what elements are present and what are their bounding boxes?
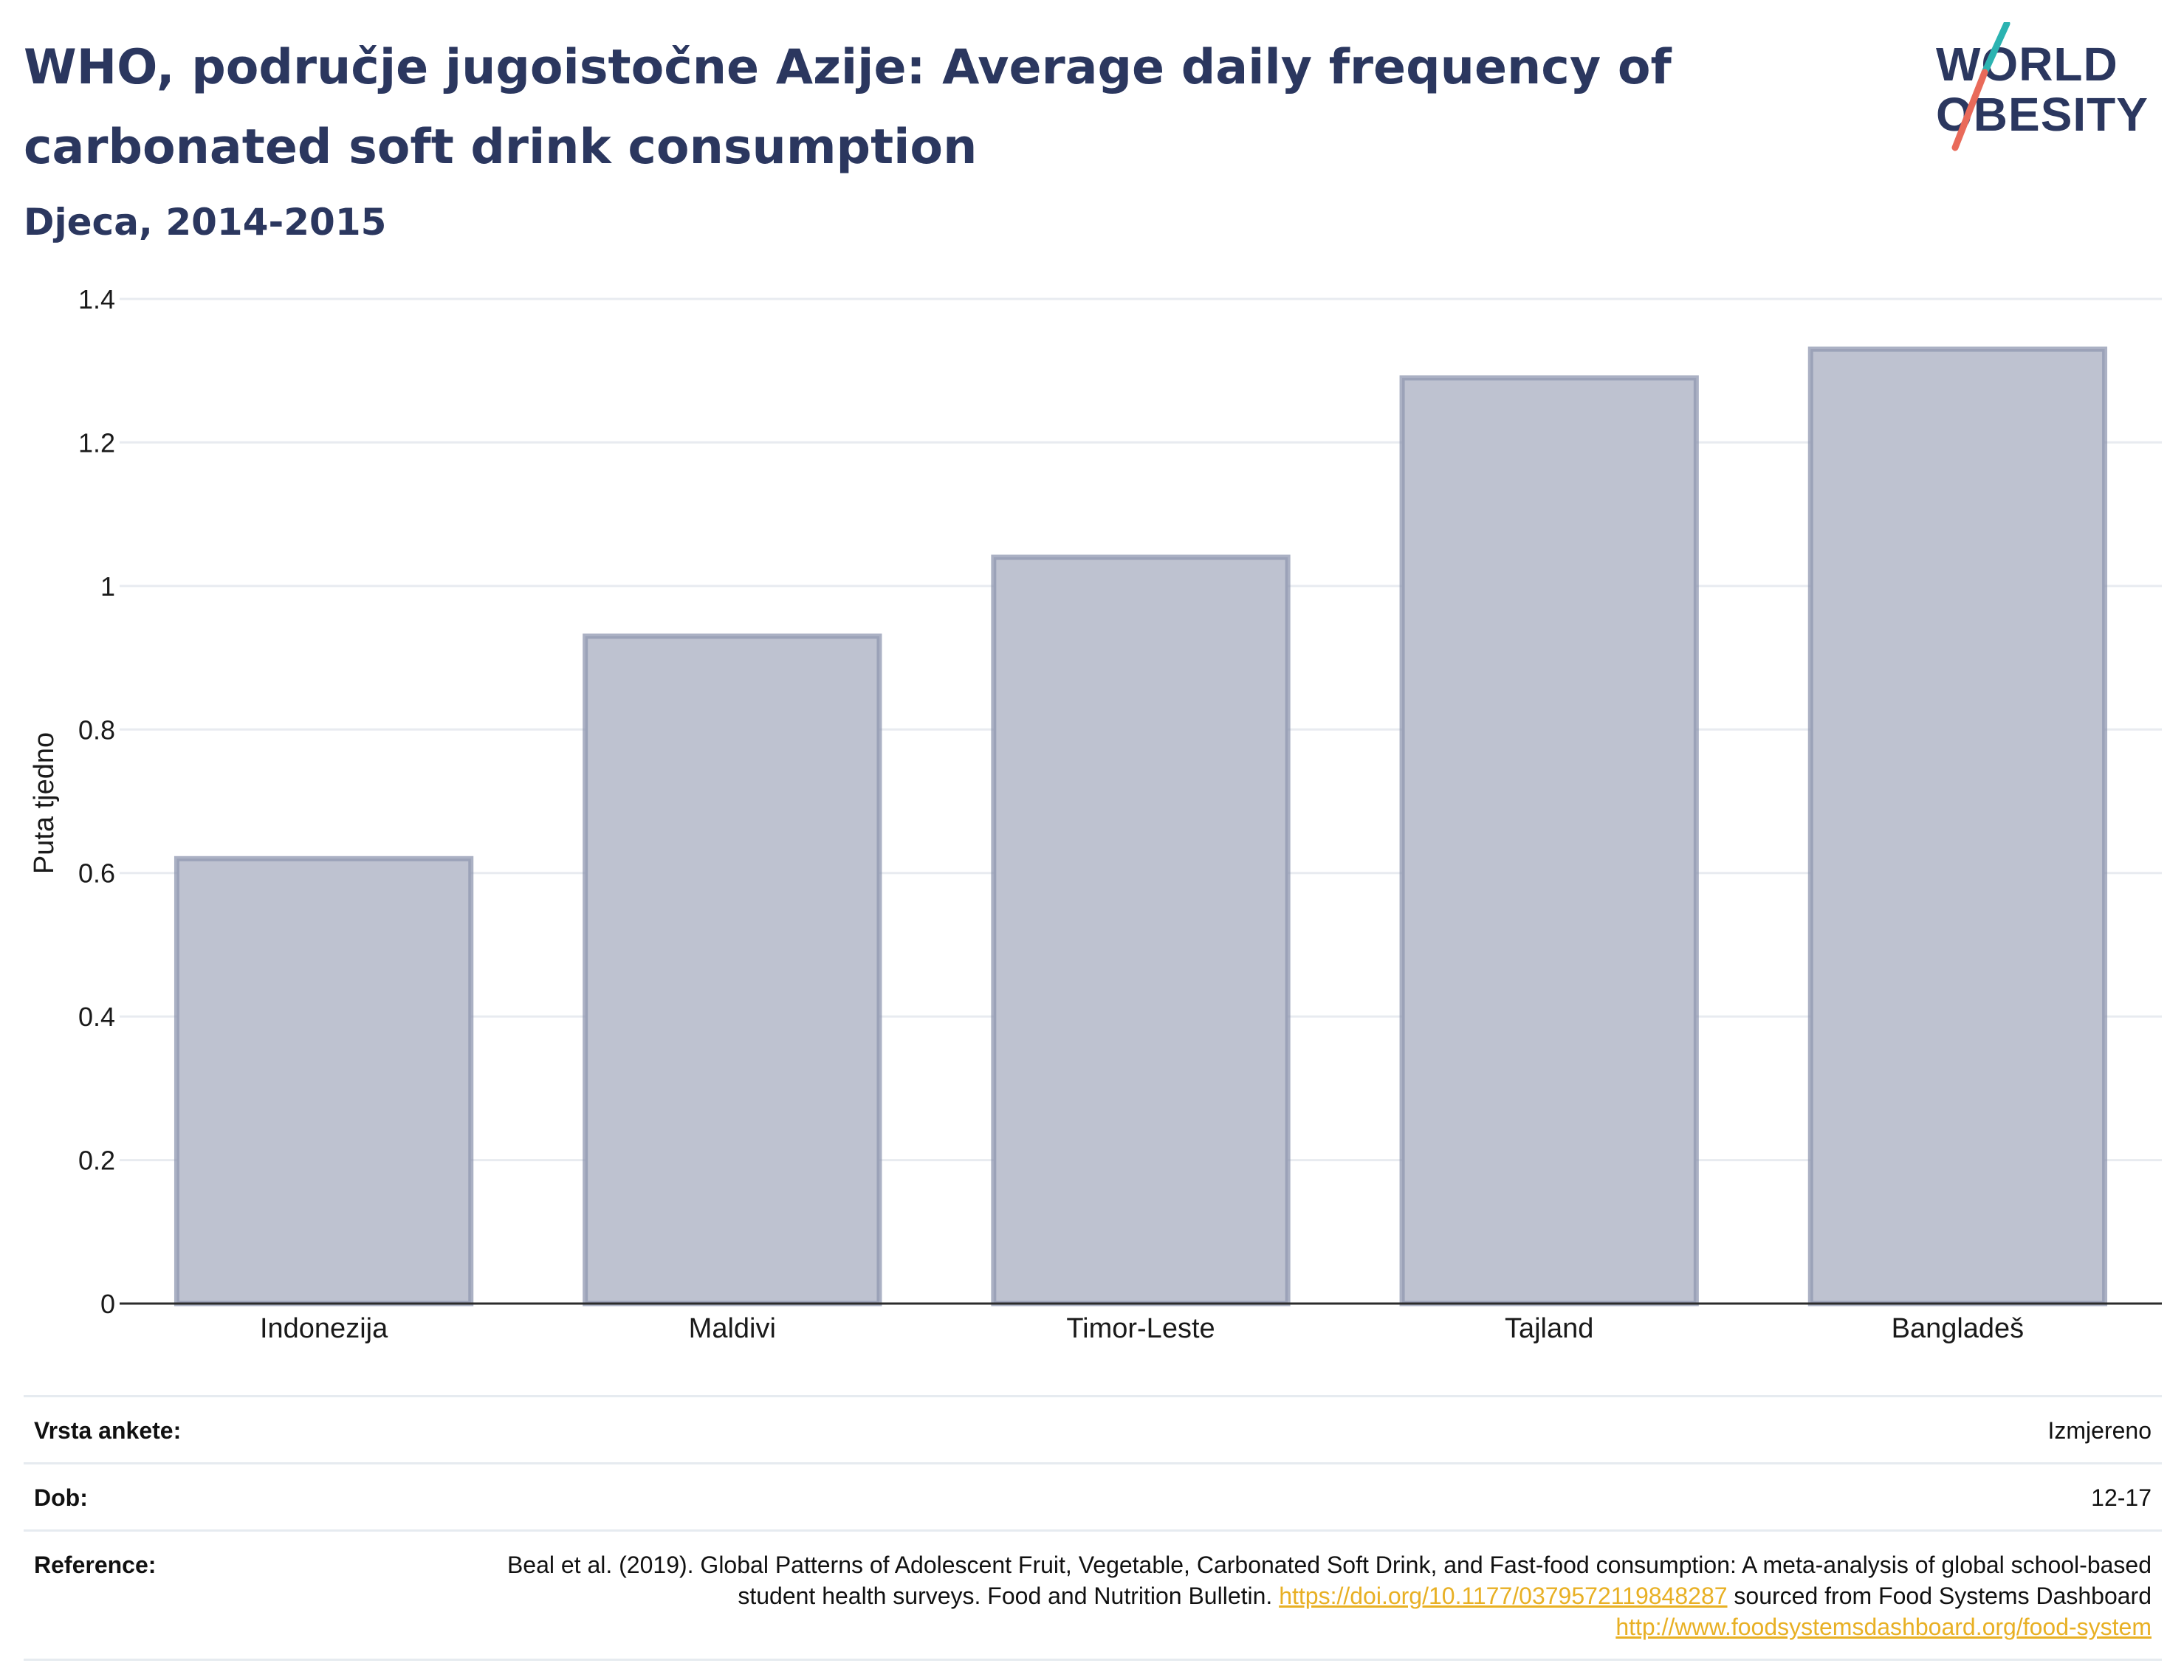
- chart-subtitle: Djeca, 2014-2015: [24, 201, 387, 244]
- doi-link[interactable]: https://doi.org/10.1177/0379572119848287: [1279, 1583, 1728, 1609]
- x-tick-label: Timor-Leste: [1066, 1313, 1215, 1344]
- meta-value: Izmjereno: [2047, 1417, 2152, 1444]
- bars: [174, 346, 2108, 1307]
- reference-citation: Beal et al. (2019). Global Patterns of A…: [506, 1552, 2152, 1609]
- dashboard-link[interactable]: http://www.foodsystemsdashboard.org/food…: [1615, 1614, 2152, 1640]
- bar-maldivi: [583, 633, 882, 1307]
- reference-source: sourced from Food Systems Dashboard: [1727, 1583, 2152, 1609]
- y-tick-label: 1: [100, 571, 115, 602]
- bar-indonezija: [174, 856, 474, 1307]
- x-tick-label: Maldivi: [689, 1313, 776, 1344]
- meta-row-reference: Reference: Beal et al. (2019). Global Pa…: [24, 1529, 2162, 1661]
- metadata-table: Vrsta ankete: Izmjereno Dob: 12-17 Refer…: [24, 1395, 2162, 1661]
- y-tick-label: 0.4: [78, 1002, 115, 1032]
- meta-row-age: Dob: 12-17: [24, 1462, 2162, 1529]
- bar-chart: 0 0.2 0.4 0.6 0.8 1 1.2 1.4 Indonezija Maldivi Tim…: [29, 284, 2162, 1344]
- meta-row-survey-type: Vrsta ankete: Izmjereno: [24, 1395, 2162, 1462]
- x-tick-label: Indonezija: [260, 1313, 388, 1344]
- y-tick-label: 0.8: [78, 715, 115, 745]
- meta-label: Reference:: [34, 1552, 157, 1578]
- world-obesity-logo: WORLD OBESITY: [1920, 22, 2171, 155]
- x-tick-label: Tajland: [1505, 1313, 1593, 1344]
- chart-title: WHO, područje jugoistočne Azije: Average…: [24, 40, 1672, 175]
- y-tick-label: 0.6: [78, 858, 115, 889]
- meta-label: Dob:: [34, 1484, 88, 1511]
- bar-timor-leste: [991, 554, 1291, 1307]
- y-axis-label: Puta tjedno: [29, 732, 60, 874]
- y-tick-label: 0: [100, 1289, 115, 1319]
- meta-value: 12-17: [2091, 1484, 2152, 1511]
- meta-label: Vrsta ankete:: [34, 1417, 182, 1444]
- bar-banglade-: [1807, 346, 2108, 1307]
- y-tick-label: 0.2: [78, 1146, 115, 1176]
- logo-line-1: WORLD: [1936, 38, 2118, 91]
- y-tick-label: 1.2: [78, 427, 115, 458]
- x-tick-label: Bangladeš: [1892, 1313, 2025, 1344]
- tick-labels: 0 0.2 0.4 0.6 0.8 1 1.2 1.4 Indonezija Maldivi Tim…: [78, 284, 2024, 1344]
- bar-tajland: [1399, 375, 1699, 1307]
- logo-slash-icon: [1951, 22, 2010, 151]
- y-tick-label: 1.4: [78, 284, 115, 314]
- reference-text: Beal et al. (2019). Global Patterns of A…: [453, 1549, 2152, 1642]
